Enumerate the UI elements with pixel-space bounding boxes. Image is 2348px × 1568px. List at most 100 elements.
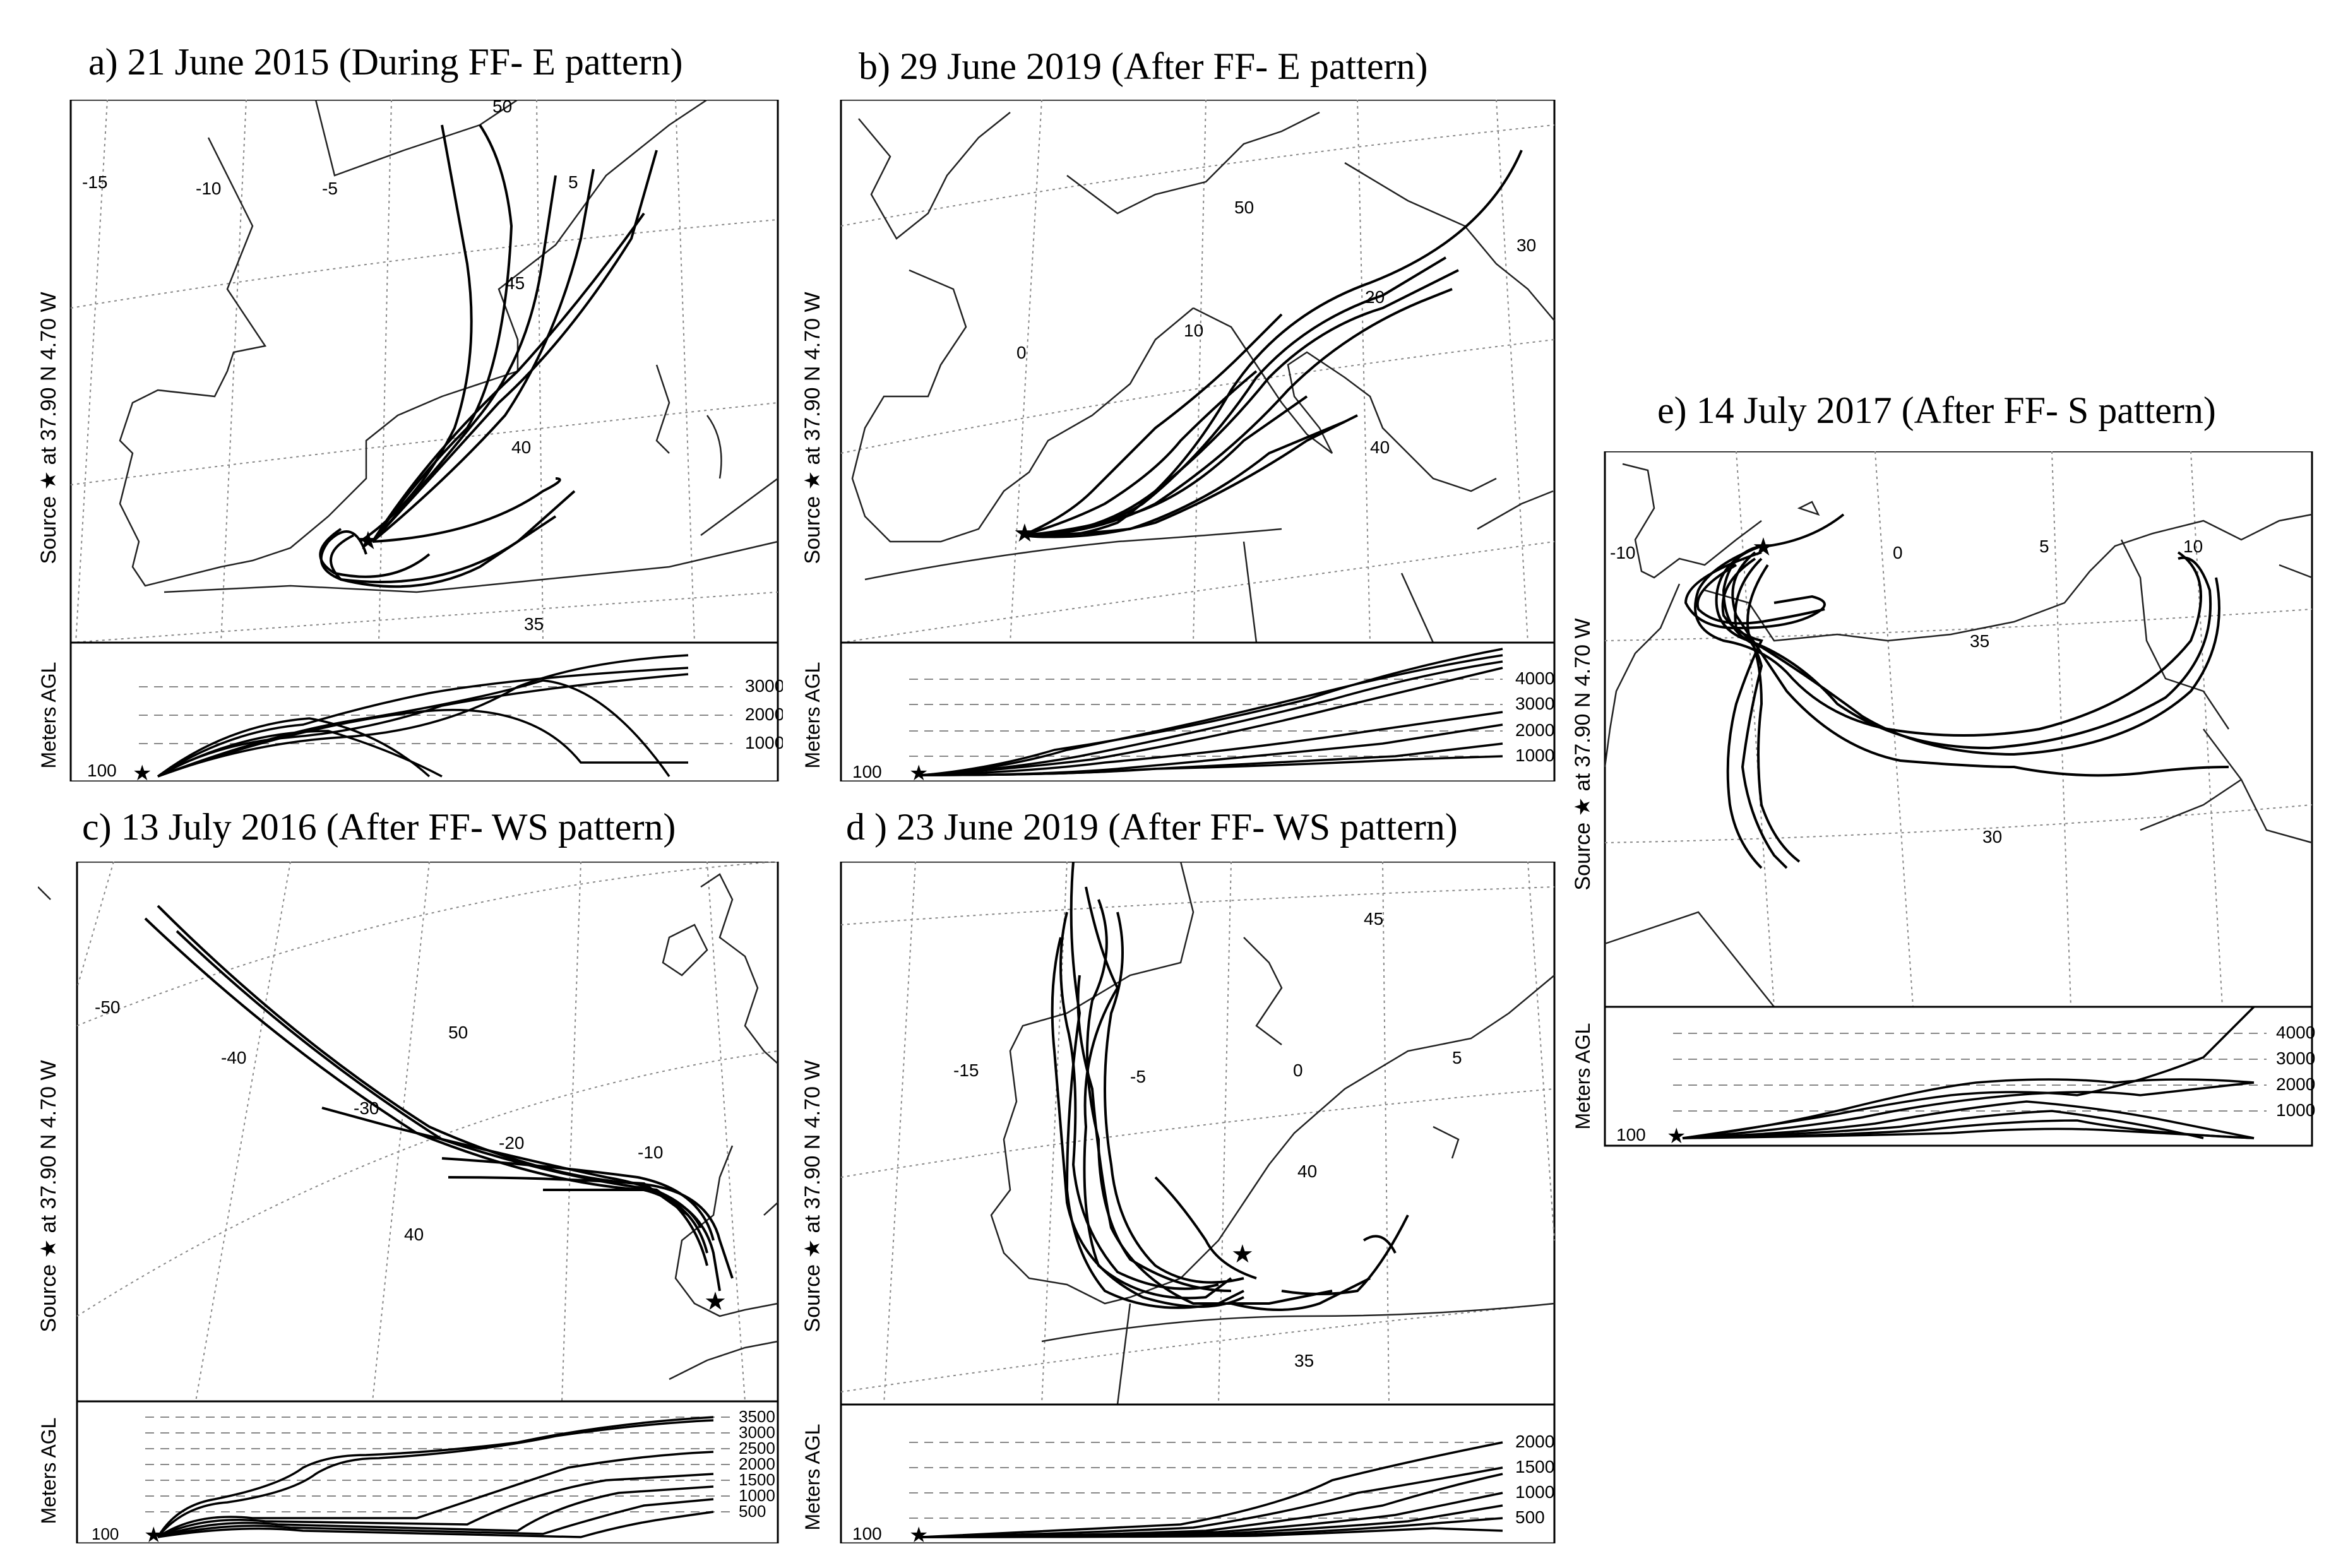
svg-text:Source ★ at 37.90 N 4.70 W: Source ★ at 37.90 N 4.70 W [802,292,825,564]
svg-text:500: 500 [739,1502,766,1521]
svg-text:40: 40 [1297,1161,1317,1181]
svg-text:1500: 1500 [1515,1457,1554,1476]
source-label: Source ★ at 37.90 N 4.70 W [802,292,825,564]
svg-text:Meters AGL: Meters AGL [38,1418,60,1524]
svg-text:30: 30 [1517,235,1536,255]
svg-text:Meters AGL: Meters AGL [38,662,60,769]
map-frame [69,100,779,644]
svg-text:10: 10 [2183,537,2203,556]
panel-a-title: a) 21 June 2015 (During FF- E pattern) [88,41,683,83]
svg-text:Source ★ at 37.90 N 4.70 W: Source ★ at 37.90 N 4.70 W [38,292,61,564]
svg-text:40: 40 [404,1225,424,1244]
grid-labels: 45 -15 -5 0 5 40 35 [953,909,1462,1370]
grid-labels: -50 -40 50 -30 -20 -10 40 [95,997,663,1244]
svg-text:Meters AGL: Meters AGL [802,662,824,769]
height-plot: 4000 3000 2000 1000 100 ★ [840,641,1556,781]
svg-text:100: 100 [852,762,882,781]
trajectories [1684,513,2229,869]
grid-labels: -10 10 5 0 35 30 [1610,537,2203,846]
svg-text:2000: 2000 [1515,1432,1554,1451]
map-frame [1604,451,2313,1008]
source-label: Source ★ at 37.90 N 4.70 W [38,292,61,564]
source-star: ★ [704,1288,727,1316]
coastlines [851,111,1555,643]
source-label: Source ★ at 37.90 N 4.70 W [38,1060,61,1332]
svg-text:4000: 4000 [2276,1023,2315,1042]
svg-text:35: 35 [1294,1351,1314,1370]
height-plot: 2000 1500 1000 500 100 ★ [840,1403,1556,1543]
panel-a: Source ★ at 37.90 N 4.70 W 50 -15 -10 -5… [38,100,783,781]
svg-text:-10: -10 [196,179,221,198]
svg-text:Source ★ at 37.90 N 4.70 W: Source ★ at 37.90 N 4.70 W [1572,618,1595,890]
svg-text:3000: 3000 [739,1423,775,1442]
svg-text:5: 5 [1452,1048,1462,1067]
svg-text:2500: 2500 [739,1439,775,1458]
source-star: ★ [1013,520,1036,547]
svg-text:-40: -40 [221,1048,246,1067]
svg-text:★: ★ [1667,1124,1686,1148]
svg-text:1000: 1000 [745,733,783,752]
svg-text:50: 50 [448,1023,468,1042]
panel-c-title: c) 13 July 2016 (After FF- WS pattern) [82,806,676,848]
svg-text:-10: -10 [1610,543,1635,562]
lat-lon-grid [76,862,778,1402]
svg-text:50: 50 [1234,198,1254,217]
panel-a-map: Source ★ at 37.90 N 4.70 W 50 -15 -10 -5… [38,100,783,781]
svg-text:30: 30 [1982,827,2002,846]
panel-d-title: d ) 23 June 2019 (After FF- WS pattern) [846,806,1458,848]
svg-text:1000: 1000 [1515,1482,1554,1502]
source-star: ★ [1752,533,1775,561]
panel-c: Source ★ at 37.90 N 4.70 W -50 -40 50 -3… [38,862,783,1543]
lat-lon-grid [70,100,778,643]
svg-text:Source ★ at 37.90 N 4.70 W: Source ★ at 37.90 N 4.70 W [38,1060,61,1332]
coastlines [119,100,778,593]
svg-text:0: 0 [1893,543,1903,562]
svg-text:45: 45 [1364,909,1383,929]
svg-text:5: 5 [568,172,578,192]
panel-d: Source ★ at 37.90 N 4.70 W 45 -15 -5 0 5… [802,862,1559,1543]
svg-text:40: 40 [511,437,531,457]
svg-text:100: 100 [92,1524,119,1543]
height-plot: 4000 3000 2000 1000 100 ★ [1604,1006,2315,1148]
height-axis-label: Meters AGL [802,1424,824,1531]
lat-lon-grid [840,100,1555,643]
trajectories [1022,150,1523,538]
source-label: Source ★ at 37.90 N 4.70 W [1572,618,1595,890]
svg-text:5: 5 [2039,537,2049,556]
source-label: Source ★ at 37.90 N 4.70 W [802,1060,825,1332]
svg-text:1000: 1000 [1515,745,1554,765]
panel-e-title: e) 14 July 2017 (After FF- S pattern) [1657,389,2216,431]
svg-text:4000: 4000 [1515,668,1554,688]
coastlines [1604,463,2313,1007]
svg-text:★: ★ [133,761,152,781]
coastlines [38,873,778,1381]
svg-text:-10: -10 [638,1143,663,1162]
svg-text:1500: 1500 [739,1470,775,1489]
height-axis-label: Meters AGL [38,1418,60,1524]
height-plot: 3500 3000 2500 2000 1500 1000 500 100 ★ [76,1400,779,1543]
trajectories [1051,862,1409,1311]
lat-lon-grid [840,862,1555,1405]
svg-text:-20: -20 [499,1133,524,1153]
coastlines [990,862,1555,1405]
svg-text:35: 35 [524,614,544,634]
panel-c-map: Source ★ at 37.90 N 4.70 W -50 -40 50 -3… [38,862,779,1543]
svg-text:0: 0 [1016,343,1027,362]
svg-text:50: 50 [492,100,512,116]
svg-text:2000: 2000 [2276,1074,2315,1094]
svg-text:3000: 3000 [2276,1048,2315,1068]
svg-text:-15: -15 [82,172,107,192]
svg-text:Source ★ at 37.90 N 4.70 W: Source ★ at 37.90 N 4.70 W [802,1060,825,1332]
source-star: ★ [357,527,379,555]
svg-text:-5: -5 [1130,1067,1146,1086]
source-star: ★ [1231,1240,1254,1268]
height-axis-label: Meters AGL [802,662,824,769]
svg-text:3000: 3000 [1515,694,1554,713]
svg-text:-5: -5 [322,179,338,198]
svg-text:1000: 1000 [739,1486,775,1505]
svg-text:1000: 1000 [2276,1100,2315,1120]
svg-text:2000: 2000 [1515,720,1554,740]
svg-text:-30: -30 [354,1098,379,1118]
map-frame [840,100,1556,644]
svg-text:2000: 2000 [739,1454,775,1473]
